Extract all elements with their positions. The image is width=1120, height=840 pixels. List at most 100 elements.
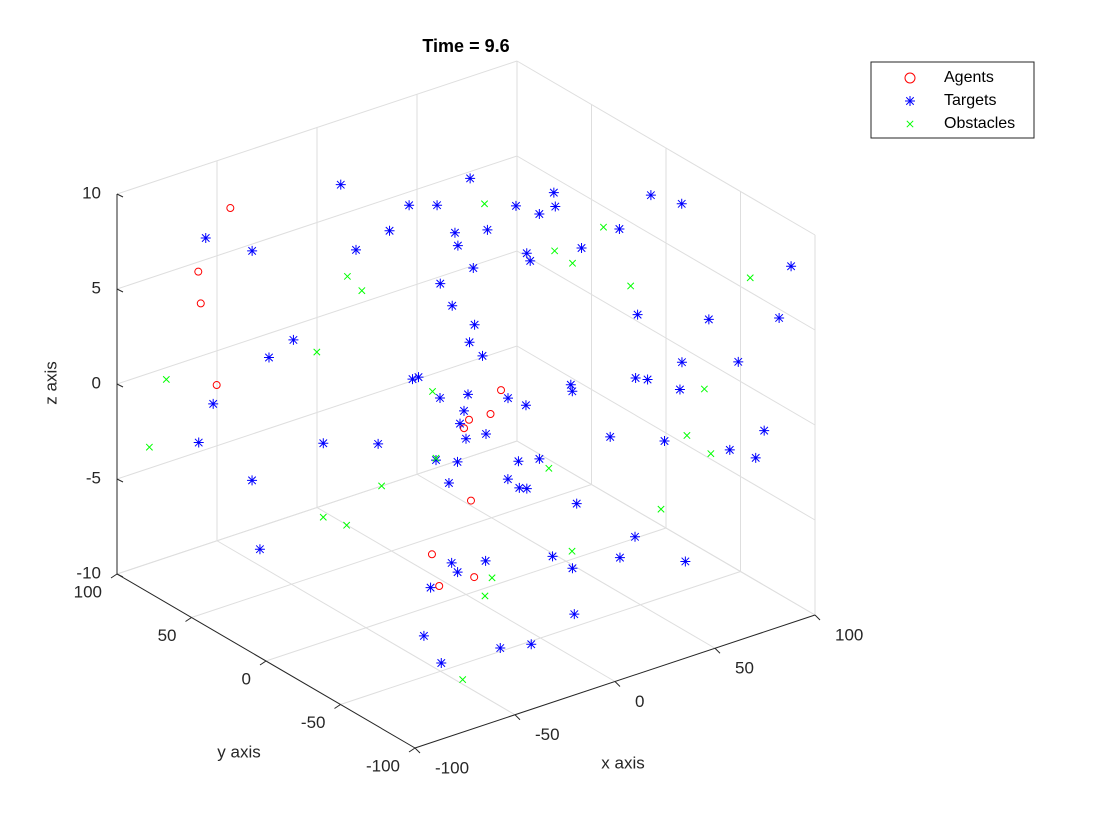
point [318, 438, 329, 449]
y-tick [334, 704, 341, 709]
point [465, 173, 476, 184]
point [567, 563, 578, 574]
marks [145, 173, 797, 684]
legend: Agents Targets Obstacles [870, 61, 1035, 139]
point [605, 431, 616, 442]
point [384, 225, 395, 236]
point [657, 505, 665, 513]
z-tick [116, 383, 124, 388]
legend-label: Obstacles [944, 115, 1015, 132]
point [459, 676, 467, 684]
point [162, 375, 170, 383]
point [378, 482, 386, 490]
x-axis-label: x axis [601, 753, 644, 772]
point [502, 474, 513, 485]
legend-marker [905, 96, 915, 106]
point [481, 592, 489, 600]
grid-line [340, 571, 741, 705]
point [513, 456, 524, 467]
point [443, 477, 454, 488]
point [503, 393, 513, 404]
point [614, 552, 625, 563]
point [413, 372, 424, 383]
x-tick-label: 0 [635, 692, 644, 711]
point [786, 261, 797, 272]
point [545, 464, 553, 472]
point [548, 187, 559, 198]
point [482, 224, 493, 235]
point [510, 200, 521, 211]
point [495, 643, 506, 654]
point [464, 337, 475, 348]
x-tick [414, 747, 421, 754]
point [200, 232, 211, 243]
point [460, 424, 469, 433]
point [313, 348, 321, 356]
point [428, 387, 437, 396]
point [145, 443, 153, 451]
z-tick-label: -5 [86, 468, 101, 487]
point [488, 574, 496, 582]
x-tick [814, 614, 821, 621]
point [208, 398, 219, 409]
z-tick-label: -10 [76, 563, 101, 582]
point [351, 244, 362, 255]
point [343, 521, 351, 529]
point [452, 456, 463, 467]
point [551, 247, 559, 255]
point [343, 272, 351, 280]
point [750, 452, 761, 463]
point [452, 567, 463, 578]
z-axis-label: z axis [41, 361, 60, 404]
y-tick-label: -50 [301, 713, 326, 732]
point [193, 437, 204, 448]
point [288, 334, 299, 345]
grid-line [116, 60, 518, 195]
point [226, 204, 235, 213]
point [680, 556, 691, 567]
y-tick-label: -100 [366, 756, 400, 775]
point [466, 496, 475, 505]
y-axis-label: y axis [217, 742, 260, 761]
point [659, 435, 670, 446]
point [486, 409, 495, 418]
point [407, 374, 418, 385]
point [497, 386, 506, 395]
point [630, 531, 641, 542]
point [521, 483, 532, 494]
point [568, 259, 577, 267]
point [461, 433, 471, 444]
point [194, 267, 203, 276]
point [432, 200, 443, 211]
point [599, 223, 608, 231]
legend-marker [906, 120, 914, 128]
point [404, 200, 415, 211]
point [263, 352, 274, 363]
point [481, 428, 491, 439]
point [431, 455, 441, 466]
point [435, 392, 445, 403]
point [452, 240, 463, 251]
point [418, 630, 429, 641]
point [568, 547, 576, 555]
point [565, 379, 576, 390]
point [550, 201, 561, 212]
point [469, 319, 480, 330]
legend-label: Agents [944, 69, 994, 86]
point [632, 309, 643, 320]
y-tick [408, 747, 416, 753]
point [676, 198, 687, 209]
point [449, 227, 460, 238]
y-tick-label: 50 [158, 626, 177, 645]
point [569, 609, 580, 620]
grid-line [516, 250, 816, 426]
point [480, 555, 491, 566]
point [435, 278, 446, 289]
grid-line [191, 484, 592, 618]
point [446, 557, 457, 568]
point [468, 263, 479, 274]
point [247, 475, 258, 486]
legend-marker [904, 72, 916, 84]
